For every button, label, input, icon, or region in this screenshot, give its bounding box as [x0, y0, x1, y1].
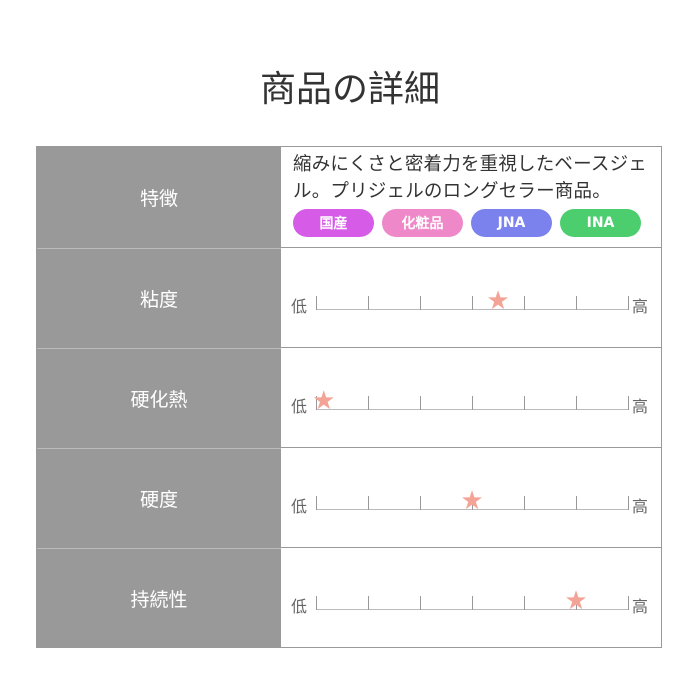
scale-tick [472, 596, 473, 610]
features-cell: 縮みにくさと密着力を重視したベースジェル。プリジェルのロングセラー商品。 国産 … [281, 147, 661, 247]
rating-scale: 低 高 ★ [281, 586, 661, 616]
scale-tick [524, 496, 525, 510]
tag-cosmetic: 化粧品 [382, 209, 463, 237]
row-hardness: 硬度 低 高 ★ [37, 447, 661, 547]
low-label: 低 [291, 297, 308, 316]
rating-cell: 低 高 ★ [281, 248, 661, 347]
details-table: 特徴 縮みにくさと密着力を重視したベースジェル。プリジェルのロングセラー商品。 … [36, 146, 662, 648]
scale-tick [316, 396, 317, 410]
star-icon: ★ [312, 386, 336, 416]
scale-tick [576, 296, 577, 310]
scale-tick [576, 396, 577, 410]
rating-cell: 低 高 ★ [281, 448, 661, 547]
scale-tick [628, 396, 629, 410]
row-curing-heat: 硬化熱 低 高 ★ [37, 347, 661, 447]
scale-tick [368, 296, 369, 310]
star-icon: ★ [460, 486, 484, 516]
scale-tick [420, 496, 421, 510]
high-label: 高 [632, 297, 649, 316]
scale-tick [576, 496, 577, 510]
row-features: 特徴 縮みにくさと密着力を重視したベースジェル。プリジェルのロングセラー商品。 … [37, 147, 661, 247]
tag-list: 国産 化粧品 JNA INA [281, 205, 661, 237]
low-label: 低 [291, 397, 308, 416]
scale-tick [576, 596, 577, 610]
scale-tick [524, 396, 525, 410]
scale-tick [316, 496, 317, 510]
high-label: 高 [632, 397, 649, 416]
low-label: 低 [291, 497, 308, 516]
high-label: 高 [632, 597, 649, 616]
scale-tick [316, 296, 317, 310]
row-label: 硬度 [37, 448, 281, 547]
rating-scale: 低 高 ★ [281, 386, 661, 416]
star-icon: ★ [564, 586, 588, 616]
row-label: 硬化熱 [37, 348, 281, 447]
row-label: 粘度 [37, 248, 281, 347]
scale-tick [524, 596, 525, 610]
row-label: 特徴 [37, 147, 281, 247]
description: 縮みにくさと密着力を重視したベースジェル。プリジェルのロングセラー商品。 [293, 154, 648, 202]
low-label: 低 [291, 597, 308, 616]
scale-tick [420, 396, 421, 410]
scale-tick [524, 296, 525, 310]
tag-jna: JNA [471, 209, 552, 237]
star-icon: ★ [486, 286, 510, 316]
rating-scale: 低 高 ★ [281, 286, 661, 316]
scale-tick [472, 296, 473, 310]
scale-tick [420, 296, 421, 310]
scale-tick [628, 296, 629, 310]
scale-tick [628, 596, 629, 610]
scale-tick [368, 396, 369, 410]
page-title: 商品の詳細 [259, 69, 440, 110]
scale-tick [472, 496, 473, 510]
tag-ina: INA [560, 209, 641, 237]
high-label: 高 [632, 497, 649, 516]
scale-tick [420, 596, 421, 610]
rating-cell: 低 高 ★ [281, 548, 661, 647]
scale-tick [368, 596, 369, 610]
scale-tick [472, 396, 473, 410]
scale-tick [316, 596, 317, 610]
row-viscosity: 粘度 低 高 ★ [37, 247, 661, 347]
tag-made-in-japan: 国産 [293, 209, 374, 237]
row-durability: 持続性 低 高 ★ [37, 547, 661, 647]
rating-scale: 低 高 ★ [281, 486, 661, 516]
scale-tick [368, 496, 369, 510]
scale-tick [628, 496, 629, 510]
row-label: 持続性 [37, 548, 281, 647]
rating-cell: 低 高 ★ [281, 348, 661, 447]
